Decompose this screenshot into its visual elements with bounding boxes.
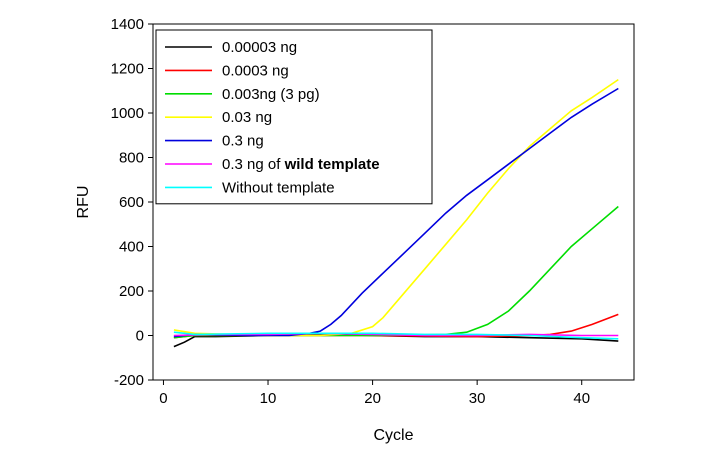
series-layer: [173, 78, 619, 348]
y-tick-label: 600: [119, 194, 144, 211]
legend-label-3: 0.003ng (3 pg): [222, 86, 320, 103]
x-tick-label: 30: [469, 390, 486, 407]
y-tick-label: 200: [119, 283, 144, 300]
x-axis: 0 10 20 30 40: [159, 380, 590, 407]
y-axis-title: RFU: [75, 186, 92, 219]
series-line-7: [173, 331, 619, 340]
x-tick-label: 0: [159, 390, 167, 407]
x-tick-label: 20: [364, 390, 381, 407]
legend-label-7: Without template: [222, 179, 335, 196]
y-tick-label: 400: [119, 239, 144, 256]
legend: 0.00003 ng 0.0003 ng 0.003ng (3 pg) 0.03 ng…: [155, 29, 433, 205]
series-line-3: [173, 205, 619, 339]
x-tick-label: 40: [573, 390, 590, 407]
series-line-4: [173, 78, 619, 337]
y-tick-label: 1000: [111, 105, 144, 122]
legend-label-prefix: 0.3 ng of: [222, 156, 285, 173]
series-line-5: [173, 87, 619, 338]
y-tick-label: 0: [136, 328, 144, 345]
x-tick-label: 10: [260, 390, 277, 407]
y-tick-label: 1400: [111, 16, 144, 33]
legend-label-5: 0.3 ng: [222, 133, 264, 150]
x-axis-title: Cycle: [373, 427, 413, 444]
y-axis: -200 0 200 400 600 800 1000 1200 1400: [111, 16, 153, 389]
y-tick-label: 1200: [111, 61, 144, 78]
y-tick-label: -200: [114, 372, 144, 389]
legend-label-2: 0.0003 ng: [222, 62, 289, 79]
legend-label-1: 0.00003 ng: [222, 39, 297, 56]
legend-label-6: 0.3 ng of wild template: [222, 156, 380, 173]
legend-label-bold: wild template: [284, 156, 380, 173]
legend-label-4: 0.03 ng: [222, 109, 272, 126]
y-tick-label: 800: [119, 150, 144, 167]
plot-area: 0 10 20 30 40 -200 0 200 400 600 800 1000 1200 1400: [111, 16, 635, 407]
